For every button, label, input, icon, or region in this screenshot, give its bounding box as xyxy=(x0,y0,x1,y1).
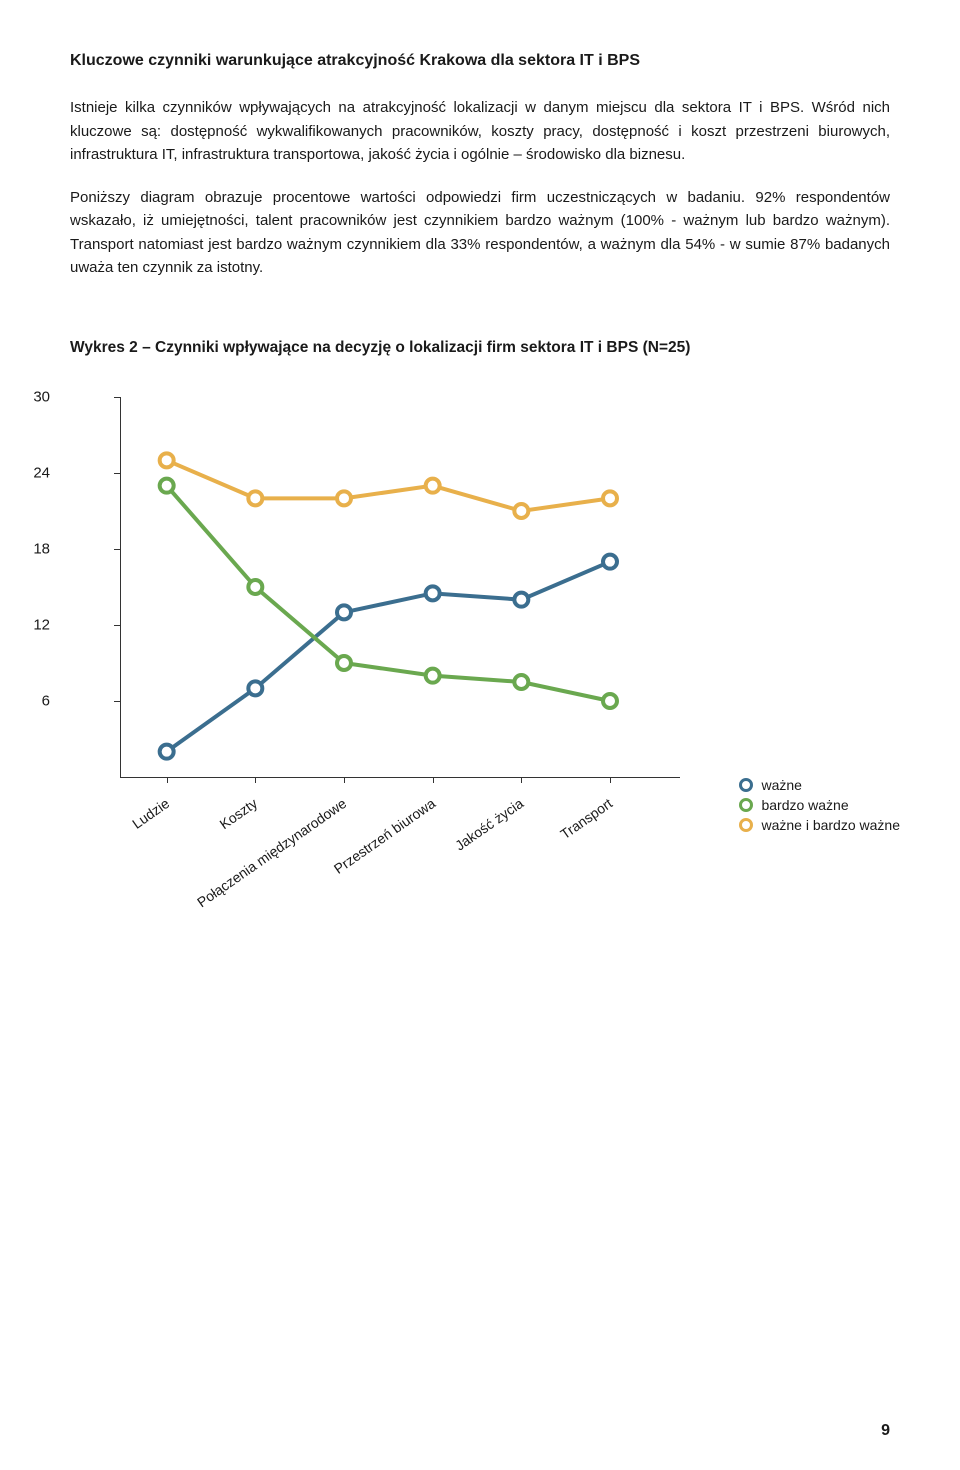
legend-label: ważne xyxy=(761,777,801,793)
page-number: 9 xyxy=(881,1422,890,1440)
chart-x-tick-mark xyxy=(521,777,522,783)
chart-y-tick-label: 12 xyxy=(33,617,50,634)
chart-x-tick-mark xyxy=(167,777,168,783)
chart-series-marker xyxy=(603,555,617,569)
chart-svg xyxy=(120,397,680,777)
section-heading: Kluczowe czynniki warunkujące atrakcyjno… xyxy=(70,50,890,72)
chart-series-marker xyxy=(248,491,262,505)
legend-label: ważne i bardzo ważne xyxy=(761,817,900,833)
chart-legend: ważne bardzo ważne ważne i bardzo ważne xyxy=(739,777,900,837)
legend-marker-icon xyxy=(739,798,753,812)
chart-series-marker xyxy=(160,453,174,467)
chart-y-axis-line xyxy=(120,397,121,777)
paragraph-1: Istnieje kilka czynników wpływających na… xyxy=(70,96,890,166)
chart-series-marker xyxy=(248,580,262,594)
chart-series-line xyxy=(167,486,610,701)
chart-x-tick-mark xyxy=(255,777,256,783)
legend-label: bardzo ważne xyxy=(761,797,848,813)
chart-x-tick-mark xyxy=(433,777,434,783)
chart-series-marker xyxy=(337,605,351,619)
chart-series-marker xyxy=(603,694,617,708)
chart-series-marker xyxy=(514,675,528,689)
chart-y-tick-label: 18 xyxy=(33,541,50,558)
legend-item: ważne i bardzo ważne xyxy=(739,817,900,833)
chart-series-marker xyxy=(603,491,617,505)
chart-series-marker xyxy=(514,593,528,607)
chart-series-marker xyxy=(248,681,262,695)
chart-title: Wykres 2 – Czynniki wpływające na decyzj… xyxy=(70,339,890,357)
chart-y-tick-label: 24 xyxy=(33,465,50,482)
legend-marker-icon xyxy=(739,778,753,792)
chart-series-marker xyxy=(160,745,174,759)
legend-item: ważne xyxy=(739,777,900,793)
legend-item: bardzo ważne xyxy=(739,797,900,813)
chart-y-tick-label: 6 xyxy=(42,693,50,710)
chart-series-marker xyxy=(337,656,351,670)
chart-series-marker xyxy=(514,504,528,518)
chart-plot-area xyxy=(120,397,680,777)
chart-container: 612182430 LudzieKosztyPołączenia międzyn… xyxy=(70,397,890,917)
chart-y-tick-label: 30 xyxy=(33,389,50,406)
chart-x-tick-mark xyxy=(344,777,345,783)
legend-marker-icon xyxy=(739,818,753,832)
chart-series-line xyxy=(167,460,610,511)
chart-series-line xyxy=(167,562,610,752)
chart-series-marker xyxy=(160,479,174,493)
chart-series-marker xyxy=(337,491,351,505)
chart-series-marker xyxy=(426,586,440,600)
chart-x-axis-line xyxy=(120,777,680,778)
paragraph-2: Poniższy diagram obrazuje procentowe war… xyxy=(70,186,890,279)
chart-series-marker xyxy=(426,479,440,493)
chart-x-tick-mark xyxy=(610,777,611,783)
chart-series-marker xyxy=(426,669,440,683)
